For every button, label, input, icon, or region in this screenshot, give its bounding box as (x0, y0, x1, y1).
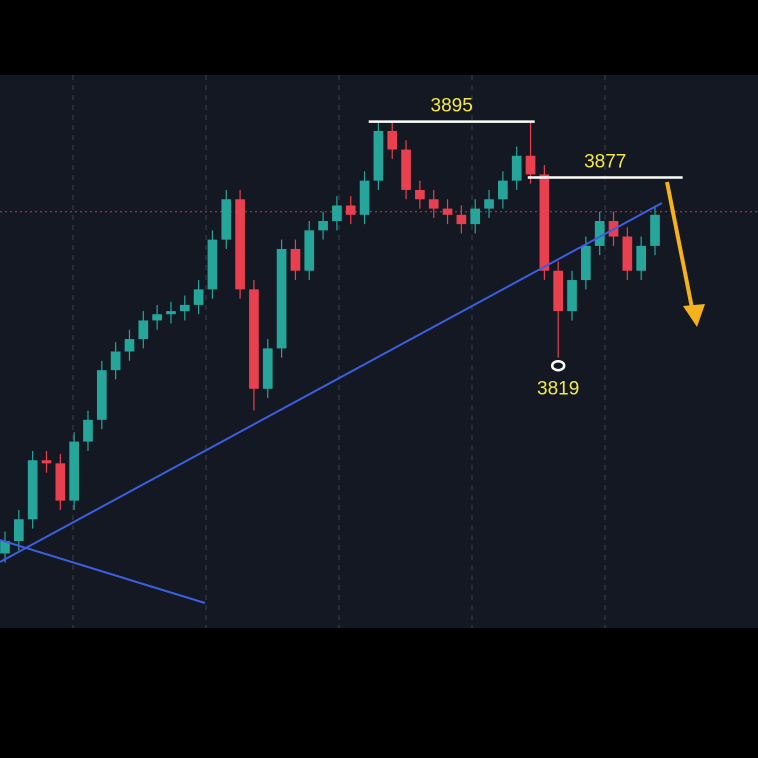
candle-body (442, 208, 453, 215)
candle-body (110, 351, 121, 371)
candle-body (359, 180, 370, 215)
candle-body (249, 289, 259, 389)
candle-body (345, 205, 356, 215)
level-label: 3895 (431, 96, 473, 117)
candle-body (290, 248, 301, 271)
candle-body (179, 304, 190, 312)
candle-body (166, 311, 176, 315)
candle-body (636, 245, 647, 271)
candle-body (650, 214, 660, 246)
candle-body (401, 149, 411, 190)
candle-body (622, 236, 633, 271)
level-label: 3877 (584, 152, 626, 173)
candle-body (581, 245, 591, 281)
candle-body (152, 314, 162, 321)
candle-body (373, 130, 384, 181)
candle-body (138, 320, 149, 340)
candle-body (55, 463, 66, 501)
candle-body (124, 339, 135, 352)
low-marker (550, 359, 566, 372)
candle-body (0, 541, 10, 554)
candle-body (484, 199, 494, 209)
candle-body (539, 174, 550, 271)
trend-line (0, 539, 206, 604)
candle-body (193, 289, 204, 305)
candle-body (511, 155, 522, 181)
candle-body (41, 460, 52, 464)
trend-line (0, 202, 663, 563)
candle-body (415, 189, 425, 200)
candle-body (276, 248, 287, 349)
candle-body (221, 199, 232, 240)
candle-body (567, 280, 577, 312)
candle-body (69, 441, 79, 501)
candle-body (387, 130, 398, 150)
candle-body (262, 348, 273, 389)
candle-body (525, 155, 536, 175)
candle-body (318, 221, 328, 231)
candle-body (304, 230, 315, 271)
candle-body (498, 180, 508, 200)
candle-body (27, 460, 38, 520)
candle-body (83, 419, 93, 442)
candle-body (13, 519, 24, 542)
candle-body (207, 239, 218, 290)
candle-body (470, 208, 481, 225)
candle-body (428, 199, 439, 209)
candle-body (96, 370, 107, 420)
candle-body (456, 214, 467, 225)
low-label: 3819 (537, 379, 579, 400)
arrow (665, 181, 705, 327)
candle-body (594, 221, 605, 246)
candle-body (332, 205, 342, 222)
candle-body (553, 270, 564, 312)
candle-body (235, 199, 245, 290)
